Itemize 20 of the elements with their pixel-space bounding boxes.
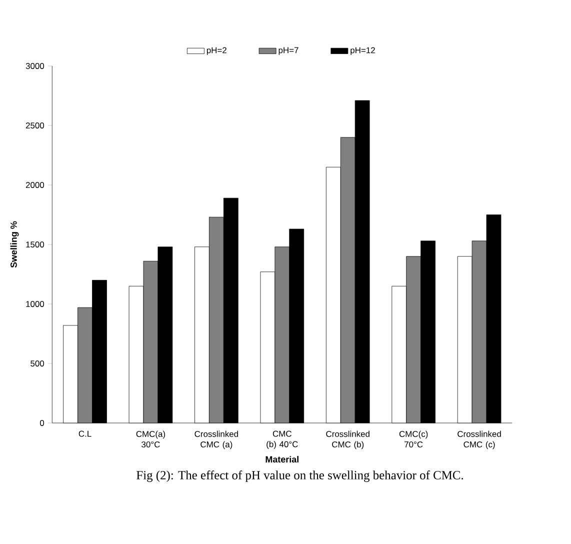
legend-label: pH=2 xyxy=(206,47,226,55)
x-tick-label: CMC (b) 40°C xyxy=(266,430,298,449)
y-tick-label: 3000 xyxy=(26,62,44,69)
x-tick-label: CMC(c) 70°C xyxy=(399,430,428,448)
y-axis-title: Swelling % xyxy=(10,221,19,268)
y-tick-label: 500 xyxy=(30,360,44,366)
x-tick-label: Crosslinked CMC (a) xyxy=(194,430,238,450)
x-tick-label: C.L xyxy=(78,430,92,437)
y-tick-label: 2500 xyxy=(26,122,44,128)
y-tick-label: 2000 xyxy=(26,182,44,188)
x-tick-label: CMC(a) 30°C xyxy=(136,430,166,448)
y-tick-label: 1000 xyxy=(26,300,44,307)
y-tick-label: 1500 xyxy=(26,241,44,248)
text: Fig (2): The effect of pH value on the swelling behavior of CMC. xyxy=(136,470,464,482)
x-axis-title: Material xyxy=(266,456,298,463)
x-tick-label: Crosslinked CMC (c) xyxy=(458,430,501,450)
x-tick-label: Crosslinked CMC (b) xyxy=(326,430,370,450)
legend-label: pH=12 xyxy=(350,47,375,55)
legend-label: pH=7 xyxy=(278,47,298,55)
y-tick-label: 0 xyxy=(40,420,44,426)
